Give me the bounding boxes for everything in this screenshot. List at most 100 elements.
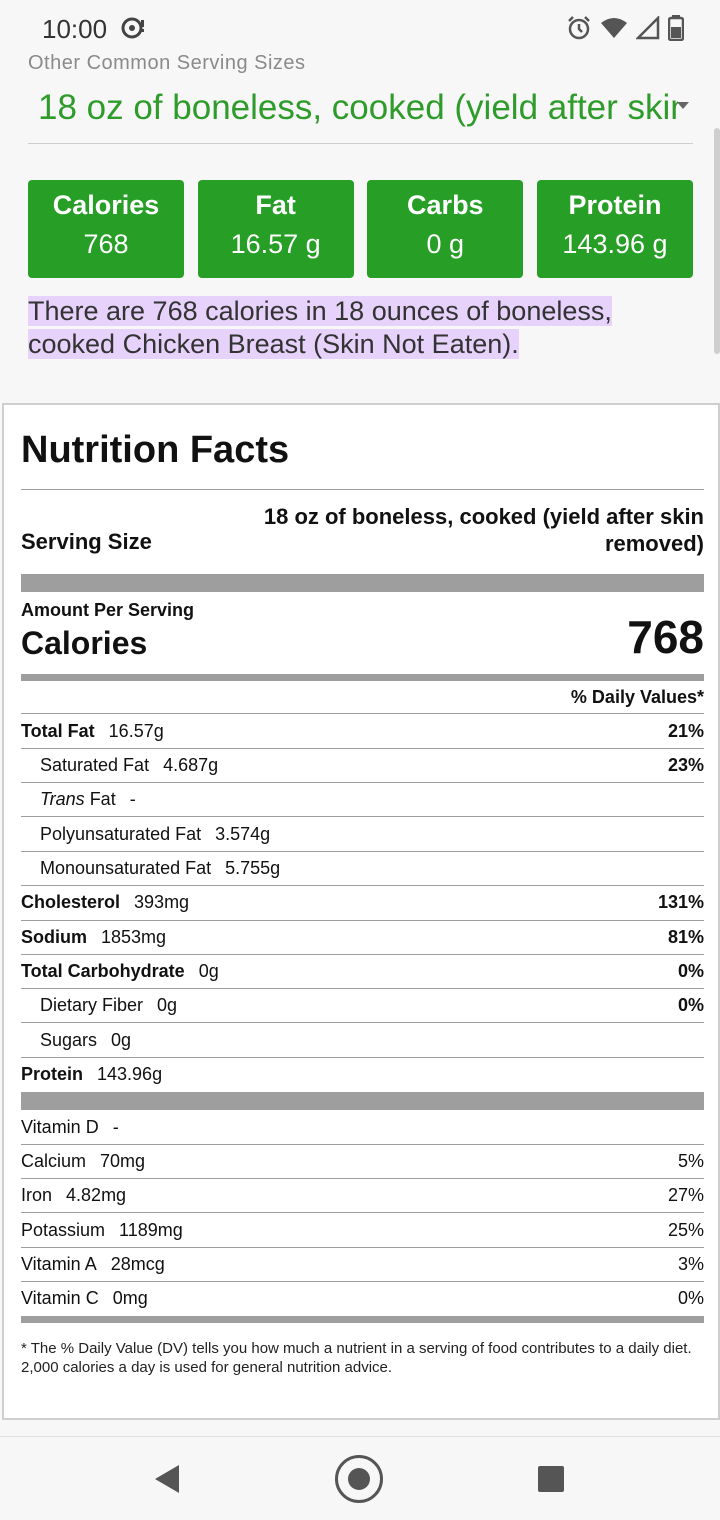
macro-label: Protein [568, 190, 662, 220]
nutrient-row-sodium: Sodium 1853mg 81% [21, 920, 704, 954]
divider [21, 816, 704, 817]
alarm-icon [568, 16, 590, 40]
nutrient-amount: 3.574g [215, 823, 271, 844]
vitamin-amount: 70mg [100, 1150, 146, 1171]
nutrient-amount: 4.687g [163, 754, 219, 775]
macro-carbs: Carbs 0 g [367, 180, 524, 278]
macro-value: 16.57 g [230, 229, 321, 259]
vitamin-name: Calcium [21, 1150, 87, 1171]
nutrient-row-trans-fat: Trans Fat - [21, 782, 704, 816]
calorie-summary-text: There are 768 calories in 18 ounces of b… [28, 296, 612, 359]
divider [21, 954, 704, 955]
vitamin-row-vitamin-d: Vitamin D - [21, 1110, 704, 1144]
battery-icon [668, 15, 684, 41]
nutrient-amount: 1853mg [101, 926, 167, 947]
vitamin-amount: 0mg [112, 1287, 148, 1308]
divider [21, 1212, 704, 1213]
divider-thick [21, 1092, 704, 1110]
nutrient-amount: 0g [198, 960, 219, 981]
macro-value: 768 [83, 229, 129, 259]
macro-label: Carbs [407, 190, 484, 220]
amount-per-serving: Amount Per Serving [21, 600, 195, 620]
calories-label: Calories [21, 625, 148, 661]
macro-value: 0 g [426, 229, 465, 259]
nutrient-row-protein: Protein 143.96g [21, 1057, 704, 1091]
nutrient-dv: 0% [677, 960, 704, 981]
nutrient-name: Cholesterol [21, 891, 121, 912]
macro-label: Fat [255, 190, 296, 220]
daily-value-footnote: * The % Daily Value (DV) tells you how m… [21, 1340, 692, 1376]
vitamin-amount: - [112, 1116, 119, 1137]
nutrition-facts-title: Nutrition Facts [21, 429, 290, 471]
nutrient-dv: 81% [667, 926, 704, 947]
vitamin-amount: 4.82mg [66, 1184, 127, 1205]
divider [21, 1247, 704, 1248]
divider [21, 1281, 704, 1282]
scrollbar[interactable] [714, 128, 720, 354]
nutrient-amount: - [129, 788, 136, 809]
nutrient-name: Protein [21, 1063, 84, 1084]
nutrient-name: Total Fat [21, 720, 95, 741]
divider [21, 1057, 704, 1058]
calories-value: 768 [627, 611, 704, 663]
nutrient-row-sugars: Sugars 0g [21, 1023, 704, 1057]
divider [21, 1178, 704, 1179]
macro-calories: Calories 768 [28, 180, 184, 278]
recents-icon[interactable] [538, 1466, 564, 1492]
nutrient-dv: 21% [667, 720, 704, 741]
serving-size-selected: 18 oz of boneless, cooked (yield after s… [38, 88, 678, 127]
vitamin-dv: 27% [667, 1184, 704, 1205]
macro-fat: Fat 16.57 g [197, 180, 354, 278]
nutrient-name: Dietary Fiber [40, 994, 144, 1015]
nutrient-name: Saturated Fat [40, 754, 150, 775]
nutrition-facts-panel: Nutrition Facts Serving Size 18 oz of bo… [2, 403, 720, 1420]
macro-value: 143.96 g [562, 229, 668, 259]
nutrient-dv: 23% [667, 754, 704, 775]
nutrient-dv: 0% [677, 994, 704, 1015]
calorie-summary: There are 768 calories in 18 ounces of b… [28, 295, 688, 361]
divider-medium [21, 674, 704, 681]
divider-thick [21, 574, 704, 592]
divider [21, 920, 704, 921]
divider [21, 1022, 704, 1023]
nutrient-amount: 5.755g [225, 857, 281, 878]
nutrient-amount: 0g [111, 1029, 132, 1050]
macro-label: Calories [52, 190, 160, 220]
back-icon[interactable] [155, 1465, 179, 1493]
divider [21, 489, 704, 490]
divider [21, 1144, 704, 1145]
nutrient-row-saturated-fat: Saturated Fat 4.687g 23% [21, 748, 704, 782]
nutrient-row-monounsaturated-fat: Monounsaturated Fat 5.755g [21, 851, 704, 885]
nutrient-name: Trans Fat [40, 788, 116, 809]
status-bar: 10:00 [0, 0, 720, 56]
nutrient-row-cholesterol: Cholesterol 393mg 131% [21, 885, 704, 919]
divider [21, 713, 704, 714]
nutrient-name: Monounsaturated Fat [40, 857, 212, 878]
nutrient-name: Polyunsaturated Fat [40, 823, 202, 844]
serving-size-value: 18 oz of boneless, cooked (yield after s… [263, 504, 704, 556]
nutrient-row-total-fat: Total Fat 16.57g 21% [21, 714, 704, 748]
divider [21, 885, 704, 886]
cast-icon [121, 17, 144, 39]
serving-size-dropdown[interactable]: 18 oz of boneless, cooked (yield after s… [28, 84, 693, 144]
vitamin-name: Potassium [21, 1219, 106, 1240]
divider [21, 988, 704, 989]
status-time: 10:00 [42, 14, 108, 44]
vitamin-row-vitamin-a: Vitamin A 28mcg 3% [21, 1247, 704, 1281]
daily-values-header: % Daily Values* [570, 687, 704, 707]
vitamin-amount: 28mcg [110, 1253, 165, 1274]
vitamin-row-calcium: Calcium 70mg 5% [21, 1144, 704, 1178]
nutrient-name: Sodium [21, 926, 87, 947]
vitamin-dv: 5% [677, 1150, 704, 1171]
nutrient-name: Sugars [40, 1029, 98, 1050]
vitamin-dv: 25% [667, 1219, 704, 1240]
vitamin-row-vitamin-c: Vitamin C 0mg 0% [21, 1281, 704, 1315]
wifi-icon [601, 18, 627, 38]
vitamin-name: Iron [21, 1184, 53, 1205]
home-icon[interactable] [335, 1455, 383, 1503]
nutrient-amount: 0g [157, 994, 178, 1015]
vitamin-name: Vitamin A [21, 1253, 97, 1274]
vitamin-row-iron: Iron 4.82mg 27% [21, 1178, 704, 1212]
status-icons [566, 14, 684, 42]
vitamin-dv: 3% [677, 1253, 704, 1274]
